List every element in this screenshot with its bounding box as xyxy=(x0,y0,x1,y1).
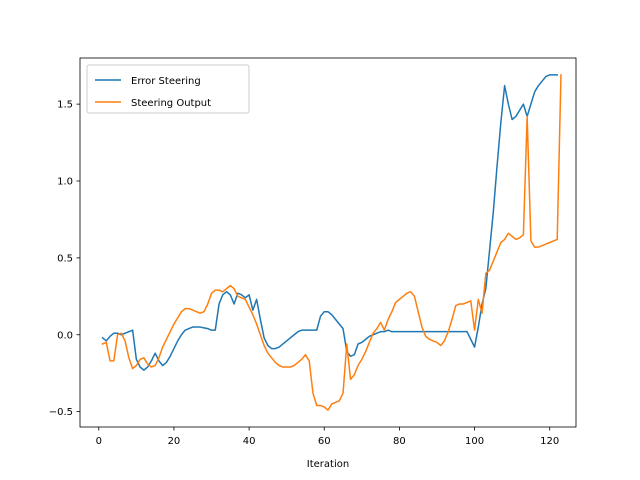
x-tick-label: 100 xyxy=(465,436,484,447)
x-tick-label: 60 xyxy=(318,436,331,447)
x-tick-label: 40 xyxy=(243,436,256,447)
series-line-steering-output xyxy=(101,74,562,411)
x-tick-label: 20 xyxy=(168,436,181,447)
y-tick-label: 0.0 xyxy=(57,330,73,341)
y-tick-label: 1.5 xyxy=(57,100,73,111)
legend-label: Steering Output xyxy=(131,98,211,109)
legend-box xyxy=(86,64,250,114)
y-tick-label: −0.5 xyxy=(49,407,73,418)
axes-frame xyxy=(79,57,577,428)
legend: Error Steering Steering Output xyxy=(86,64,250,114)
axes-layer: 0 20 40 60 80 100 120 −0.5 0.0 0.5 1.0 1.5 xyxy=(49,57,577,447)
y-tick-label: 0.5 xyxy=(57,253,73,264)
x-tick-label: 120 xyxy=(540,436,559,447)
y-tick-label: 1.0 xyxy=(57,177,73,188)
series-layer xyxy=(101,74,562,411)
x-tick-label: 80 xyxy=(393,436,406,447)
legend-label: Error Steering xyxy=(131,76,201,87)
x-tick-label: 0 xyxy=(96,436,102,447)
series-line-error-steering xyxy=(101,74,558,371)
x-axis-label: Iteration xyxy=(307,459,349,470)
